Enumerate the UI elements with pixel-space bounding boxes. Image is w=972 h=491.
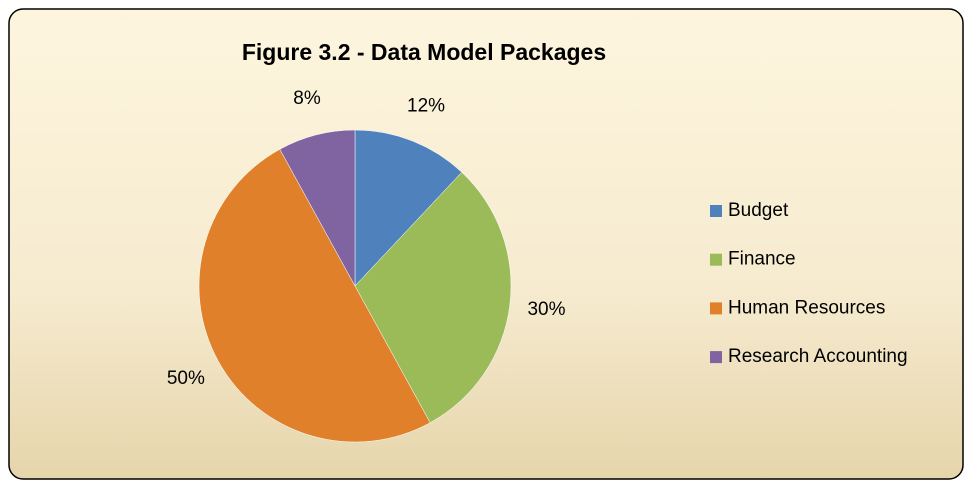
legend-label: Research Accounting <box>728 346 908 367</box>
chart-title: Figure 3.2 - Data Model Packages <box>242 39 606 65</box>
data-label: 50% <box>167 368 205 389</box>
data-label: 12% <box>407 96 445 117</box>
pie-slice <box>354 129 463 287</box>
data-label: 8% <box>293 88 321 109</box>
legend-label: Budget <box>728 200 789 221</box>
legend-swatch <box>710 253 722 266</box>
legend-label: Human Resources <box>728 297 885 318</box>
pie: 12% 30% 50% 8% <box>167 88 566 443</box>
data-label: 30% <box>527 299 565 320</box>
legend-label: Finance <box>728 249 796 270</box>
pie-slice <box>279 129 356 287</box>
pie-slice <box>354 171 512 424</box>
legend-swatch <box>710 205 722 217</box>
legend-swatch <box>710 351 722 364</box>
pie-slice <box>198 148 431 443</box>
legend-swatch <box>710 302 722 315</box>
legend: Budget Finance Human Resources Research Acc… <box>710 200 908 367</box>
